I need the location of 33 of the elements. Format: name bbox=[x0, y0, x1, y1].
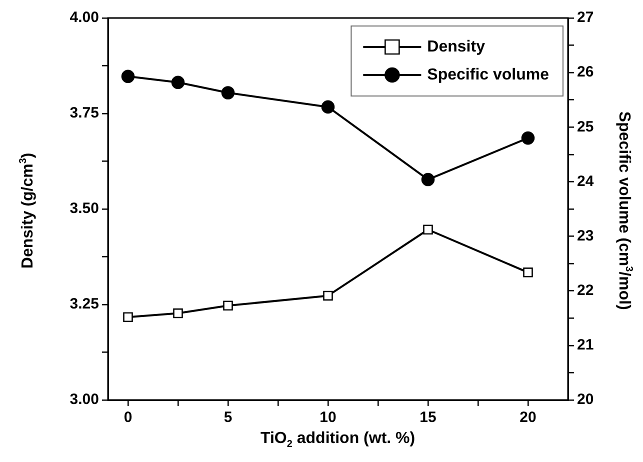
x-tick-label: 15 bbox=[420, 409, 436, 426]
x-tick-label: 5 bbox=[224, 409, 232, 426]
x-tick-label: 20 bbox=[520, 409, 536, 426]
point bbox=[121, 70, 135, 84]
point bbox=[173, 308, 183, 318]
y2-tick-label: 22 bbox=[577, 282, 594, 299]
point bbox=[221, 86, 235, 100]
legend-label: Specific volume bbox=[427, 66, 550, 84]
point bbox=[423, 224, 433, 235]
point bbox=[223, 300, 233, 311]
point bbox=[321, 100, 335, 114]
y2-tick-label: 24 bbox=[577, 172, 594, 190]
point bbox=[523, 268, 533, 278]
y-tick-label: 3.00 bbox=[70, 391, 99, 408]
point bbox=[171, 76, 185, 90]
point bbox=[421, 172, 435, 186]
point bbox=[521, 131, 535, 145]
y-tick-label: 3.50 bbox=[70, 200, 99, 218]
y2-tick-label: 21 bbox=[577, 336, 594, 354]
x-axis-title: TiO$_{2}$ addition (wt. %) bbox=[260, 430, 416, 450]
y-tick-label: 3.75 bbox=[70, 104, 99, 122]
y2-tick-label: 27 bbox=[577, 9, 594, 26]
y2-tick-label: 20 bbox=[577, 391, 594, 408]
y2-tick-label: 23 bbox=[577, 227, 594, 244]
y2-tick-label: 25 bbox=[577, 118, 594, 136]
y-tick-label: 4.00 bbox=[70, 9, 99, 26]
y-tick-label: 3.25 bbox=[70, 296, 99, 313]
point bbox=[323, 290, 333, 301]
point bbox=[123, 312, 133, 322]
x-tick-label: 0 bbox=[124, 409, 132, 426]
x-tick-label: 10 bbox=[320, 409, 336, 426]
legend-label: Density bbox=[427, 38, 486, 56]
y2-tick-label: 26 bbox=[577, 64, 594, 81]
